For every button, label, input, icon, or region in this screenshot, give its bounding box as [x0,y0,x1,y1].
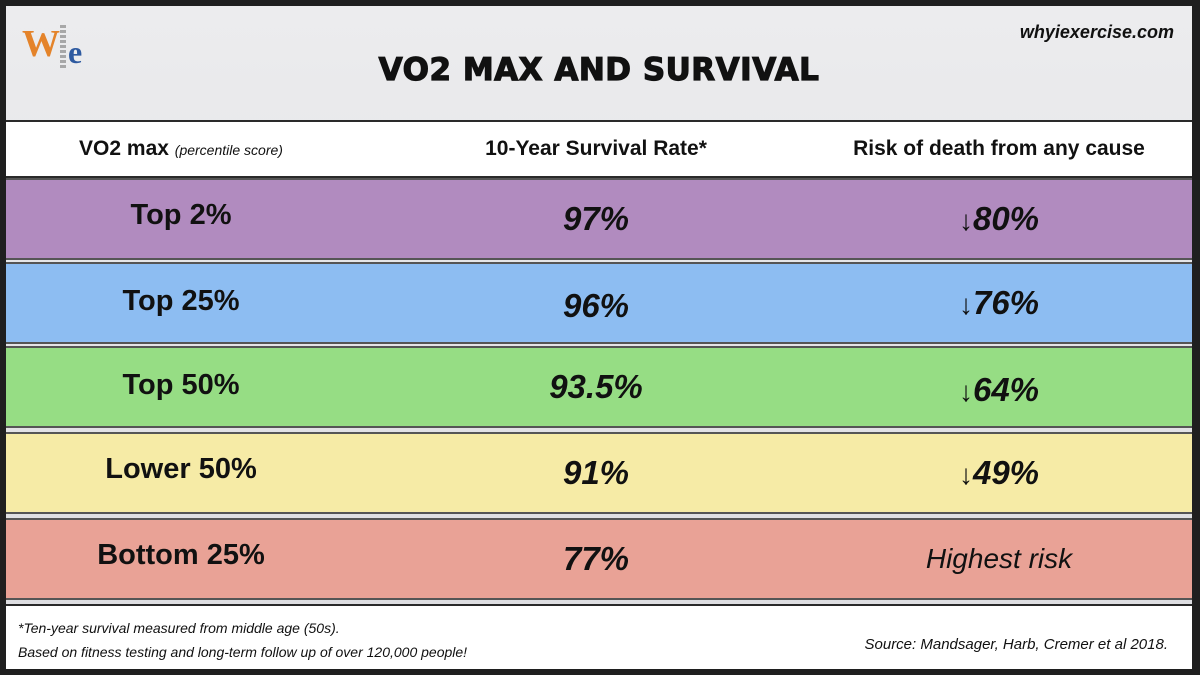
source-citation: Source: Mandsager, Harb, Cremer et al 20… [864,636,1169,653]
site-url: whyiexercise.com [1019,22,1174,42]
header-vo2max-sub: (percentile score) [174,142,283,158]
logo-letter-w: W [22,23,60,65]
down-arrow-icon: ↓ [958,289,973,320]
table-row: Bottom 25% 77% Highest risk [6,518,1192,600]
header-vo2max: VO2 max (percentile score) [6,137,356,161]
logo-small-text [60,25,66,70]
row-label: Top 2% [130,198,232,231]
footer: *Ten-year survival measured from middle … [6,604,1192,669]
page-title: VO2 MAX AND SURVIVAL [378,51,820,88]
row-risk-value: 64% [972,371,1040,408]
row-risk-value: 80% [972,200,1040,237]
brand-logo: W e [22,22,102,76]
row-risk-value: Highest risk [925,543,1073,574]
down-arrow-icon: ↓ [958,459,973,490]
slide-frame: W e whyiexercise.com VO2 MAX AND SURVIVA… [6,6,1192,669]
table-row: Lower 50% 91% ↓49% [6,432,1192,514]
row-risk: Highest risk [824,543,1174,575]
footnote-study: Based on fitness testing and long-term f… [18,644,468,660]
header-vo2max-label: VO2 max [79,137,169,160]
row-risk-value: 49% [972,454,1040,491]
row-label: Top 50% [122,368,240,401]
row-risk: ↓49% [824,454,1174,492]
row-label: Bottom 25% [97,538,265,571]
row-survival: 97% [562,200,630,237]
row-survival: 91% [562,454,630,491]
down-arrow-icon: ↓ [958,376,973,407]
table-row: Top 25% 96% ↓76% [6,262,1192,344]
header-survival: 10-Year Survival Rate* [485,137,707,160]
header-risk: Risk of death from any cause [853,137,1145,160]
row-survival: 77% [562,540,630,577]
footnote-survival: *Ten-year survival measured from middle … [18,620,340,636]
down-arrow-icon: ↓ [958,205,973,236]
row-survival: 93.5% [549,368,643,405]
table-row: Top 50% 93.5% ↓64% [6,346,1192,428]
row-label: Top 25% [122,284,240,317]
table-row: Top 2% 97% ↓80% [6,178,1192,260]
row-risk: ↓76% [824,284,1174,322]
row-survival: 96% [562,287,630,324]
row-label: Lower 50% [105,452,257,485]
row-risk: ↓64% [824,371,1174,409]
row-risk-value: 76% [972,284,1040,321]
table-header: VO2 max (percentile score) 10-Year Survi… [6,120,1192,178]
logo-letter-e: e [68,34,83,70]
row-risk: ↓80% [824,200,1174,238]
